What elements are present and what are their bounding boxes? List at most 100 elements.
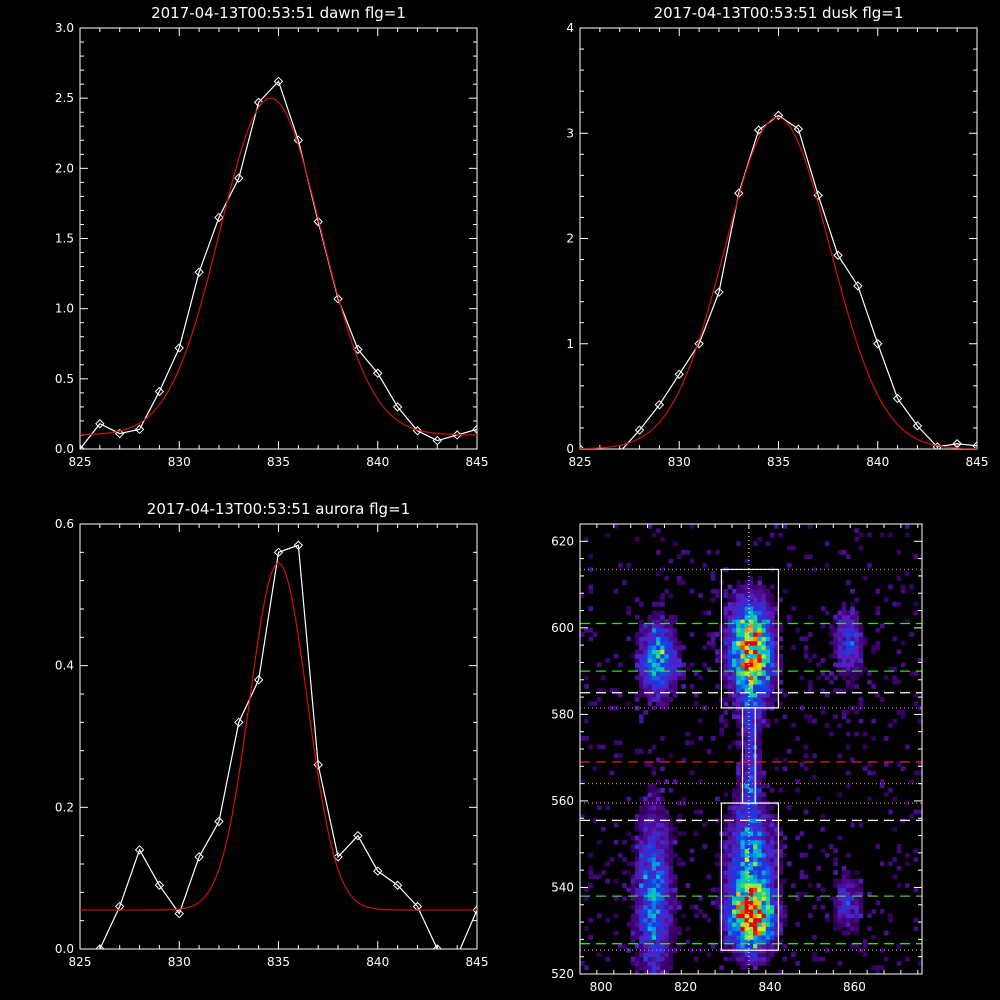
heatmap-cell [681, 757, 686, 763]
heatmap-cell [753, 632, 758, 637]
heatmap-cell [761, 601, 767, 607]
heatmap-cell [651, 671, 657, 676]
heatmap-cell [748, 701, 754, 707]
heatmap-cell [748, 857, 754, 862]
heatmap-cell [761, 710, 767, 715]
heatmap-cell [748, 575, 754, 581]
heatmap-cell [757, 632, 762, 637]
heatmap-cell [672, 883, 678, 888]
heatmap-cell [668, 961, 674, 966]
x-tick-label: 835 [767, 455, 790, 469]
heatmap-cell [677, 653, 682, 659]
heatmap-cell [660, 800, 665, 806]
heatmap-cell [681, 549, 686, 555]
heatmap-cell [689, 558, 695, 564]
heatmap-cell [723, 870, 729, 875]
heatmap-cell [664, 831, 670, 836]
heatmap-cell [761, 783, 767, 789]
heatmap-cell [723, 684, 729, 689]
heatmap-cell [761, 645, 767, 650]
heatmap-cell [634, 904, 640, 910]
heatmap-cell [765, 826, 771, 832]
heatmap-cell [778, 913, 784, 919]
heatmap-cell [732, 839, 737, 845]
heatmap-cell [896, 679, 902, 685]
heatmap-cell [808, 632, 813, 637]
heatmap-cell [660, 614, 665, 620]
heatmap-cell [774, 826, 779, 832]
heatmap-cell [634, 536, 640, 542]
heatmap-cell [647, 831, 653, 836]
heatmap-cell [761, 930, 767, 936]
heatmap-cell [592, 632, 598, 637]
heatmap-cell [748, 632, 754, 637]
heatmap-cell [664, 917, 670, 923]
heatmap-cell [592, 766, 598, 772]
heatmap-cell [774, 913, 779, 919]
heatmap-cell [689, 848, 695, 854]
heatmap-cell [651, 922, 657, 927]
heatmap-cell [706, 640, 712, 646]
heatmap-cell [850, 883, 855, 888]
heatmap-cell [630, 917, 636, 923]
heatmap-cell [833, 619, 838, 624]
heatmap-cell [622, 839, 627, 845]
heatmap-cell [744, 645, 750, 650]
heatmap-cell [841, 891, 847, 897]
heatmap-cell [770, 943, 775, 949]
heatmap-cell [744, 731, 750, 737]
heatmap-cell [744, 692, 750, 698]
heatmap-cell [588, 935, 594, 940]
heatmap-cell [694, 701, 699, 707]
heatmap-cell [643, 874, 648, 880]
heatmap-cell [651, 961, 657, 966]
heatmap-cell [867, 679, 872, 685]
heatmap-cell [664, 922, 670, 927]
heatmap-cell [820, 658, 826, 663]
heatmap-cell [757, 649, 762, 655]
heatmap-cell [909, 584, 914, 590]
heatmap-cell [630, 926, 636, 932]
data-point-marker [80, 444, 85, 449]
heatmap-cell [664, 619, 670, 624]
heatmap-cell [888, 861, 893, 867]
heatmap-cell [588, 701, 594, 707]
heatmap-cell [803, 891, 809, 897]
heatmap-cell [744, 848, 750, 854]
heatmap-cell [862, 766, 868, 772]
heatmap-cell [732, 831, 737, 836]
heatmap-cell [858, 636, 864, 642]
heatmap-cell [774, 636, 779, 642]
heatmap-cell [727, 744, 733, 750]
heatmap-cell [816, 883, 822, 888]
heatmap-cell [656, 632, 661, 637]
heatmap-cell [892, 601, 898, 607]
heatmap-cell [732, 588, 737, 594]
heatmap-cell [757, 588, 762, 594]
heatmap-cell [740, 900, 746, 906]
heatmap-cell [630, 883, 636, 888]
heatmap-cell [770, 861, 775, 867]
heatmap-cell [715, 861, 720, 867]
heatmap-cell [656, 666, 661, 672]
heatmap-cell [770, 826, 775, 832]
heatmap-cell [736, 588, 741, 594]
heatmap-cell [761, 692, 767, 698]
selection-box [741, 707, 756, 804]
heatmap-cell [744, 770, 750, 776]
heatmap-cell [854, 662, 860, 668]
heatmap-cell [757, 671, 762, 676]
heatmap-cell [630, 844, 636, 849]
heatmap-cell [668, 939, 674, 945]
heatmap-cell [765, 783, 771, 789]
heatmap-cell [660, 567, 665, 572]
heatmap-cell [917, 809, 923, 815]
heatmap-cell [723, 861, 729, 867]
heatmap-cell [736, 891, 741, 897]
heatmap-cell [770, 658, 775, 663]
heatmap-cell [647, 865, 653, 871]
heatmap-cell [719, 731, 724, 737]
heatmap-cell [651, 831, 657, 836]
heatmap-cell [656, 787, 661, 793]
heatmap-cell [651, 619, 657, 624]
